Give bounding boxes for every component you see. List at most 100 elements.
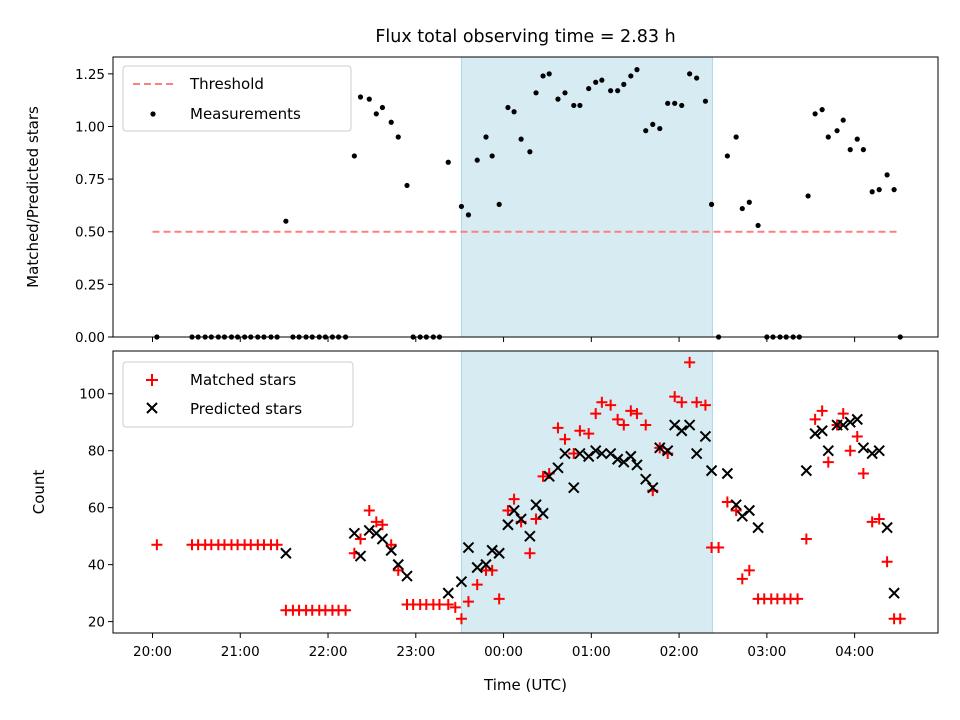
x-tick-label: 01:00 [572, 644, 611, 660]
matched-star-point [792, 593, 804, 605]
predicted-star-point [730, 499, 742, 511]
measurement-point [665, 100, 671, 106]
predicted-star-point [455, 576, 468, 588]
bottom-y-axis-ticks: 20 40 60 80 100 [79, 387, 113, 631]
y-tick-label: 0.50 [75, 225, 105, 241]
matched-star-point [442, 599, 454, 611]
predicted-star-point [683, 419, 696, 431]
predicted-star-point [471, 561, 483, 574]
matched-star-point [699, 399, 711, 411]
predicted-star-point [574, 447, 586, 460]
predicted-star-point [705, 464, 718, 477]
measurement-point [657, 125, 663, 132]
matched-star-point [822, 456, 834, 468]
predicted-star-point [888, 587, 900, 599]
predicted-star-point [631, 459, 643, 471]
matched-star-point [471, 579, 483, 591]
matched-star-point [640, 419, 652, 431]
predicted-star-point [552, 462, 564, 474]
predicted-star-point [661, 444, 674, 457]
predicted-star-point [640, 473, 652, 485]
legend-measurements-label: Measurements [190, 105, 301, 123]
measurement-point [518, 136, 524, 142]
predicted-star-point [866, 447, 878, 460]
measurement-point [608, 88, 614, 94]
predicted-star-point [559, 447, 571, 460]
bottom-panel: 20 40 60 80 100 20:00 21:00 22:00 23:00 00:00 01:… [30, 350, 939, 694]
measurement-point [819, 107, 825, 113]
matched-star-point [385, 539, 397, 551]
measurement-point [876, 187, 882, 193]
predicted-star-point [851, 413, 863, 426]
measurement-point [533, 90, 539, 96]
matched-star-point [721, 496, 733, 508]
x-tick-label: 22:00 [309, 644, 348, 660]
matched-star-point [455, 613, 467, 625]
matched-star-point [559, 433, 571, 445]
measurement-point [395, 134, 401, 140]
matched-star-point [552, 422, 564, 434]
predicted-star-point [524, 530, 536, 542]
matched-star-point [508, 493, 520, 505]
predicted-star-point [385, 544, 397, 557]
predicted-star-point [647, 482, 659, 494]
matched-star-point [151, 539, 163, 551]
matched-star-point [625, 405, 637, 417]
measurement-point [465, 212, 472, 218]
measurement-point [643, 128, 649, 134]
measurement-point [628, 73, 634, 79]
predicted-star-point [752, 521, 764, 534]
x-tick-label: 20:00 [133, 644, 172, 660]
measurement-point [555, 96, 561, 102]
matched-star-point [605, 399, 617, 411]
matched-star-point [866, 516, 878, 528]
matched-star-point [568, 448, 580, 460]
measurement-point [891, 187, 897, 193]
top-axes-frame [112, 56, 939, 338]
measurement-point [571, 102, 577, 109]
measurement-point [733, 134, 739, 140]
x-tick-label: 03:00 [747, 644, 786, 660]
x-tick-label: 23:00 [396, 644, 435, 660]
predicted-star-point [462, 541, 475, 554]
predicted-star-point [611, 453, 624, 465]
matched-star-point [816, 405, 828, 417]
predicted-star-point [844, 416, 856, 428]
measurement-point [505, 104, 511, 111]
measurement-point [283, 218, 289, 224]
measurement-point [445, 159, 451, 165]
bottom-legend: Matched stars Predicted stars [122, 361, 354, 428]
predicted-star-point [743, 504, 756, 517]
x-tick-label: 04:00 [835, 644, 874, 660]
predicted-star-point [392, 558, 404, 571]
matched-star-point [713, 542, 725, 554]
predicted-star-point [676, 425, 688, 437]
y-tick-label: 0.75 [75, 172, 105, 188]
y-tick-label: 80 [88, 444, 105, 460]
matched-star-point [857, 467, 869, 479]
measurement-point [634, 67, 640, 73]
predicted-star-point [543, 470, 555, 483]
legend-measurements-swatch [150, 111, 156, 117]
measurement-point [708, 201, 715, 207]
matched-star-point [524, 547, 536, 559]
predicted-star-point [800, 464, 813, 477]
measurement-point [586, 85, 592, 92]
matched-star-point [363, 505, 375, 517]
matched-star-point [271, 539, 283, 551]
y-tick-label: 20 [88, 615, 105, 631]
measurement-point [860, 147, 866, 153]
predicted-star-point [493, 547, 505, 559]
matched-star-point [449, 601, 461, 613]
matched-star-point [340, 604, 352, 616]
y-tick-label: 1.00 [75, 119, 105, 135]
legend-predicted-label: Predicted stars [190, 400, 302, 418]
top-y-axis-ticks: 0.00 0.25 0.50 0.75 1.00 1.25 [75, 67, 113, 346]
legend-matched-swatch [146, 374, 158, 386]
predicted-star-point [822, 444, 835, 457]
measurement-point [687, 71, 693, 77]
bottom-legend-box [122, 361, 354, 428]
bottom-y-axis-label: Count [30, 470, 48, 515]
predicted-star-point [809, 427, 821, 440]
